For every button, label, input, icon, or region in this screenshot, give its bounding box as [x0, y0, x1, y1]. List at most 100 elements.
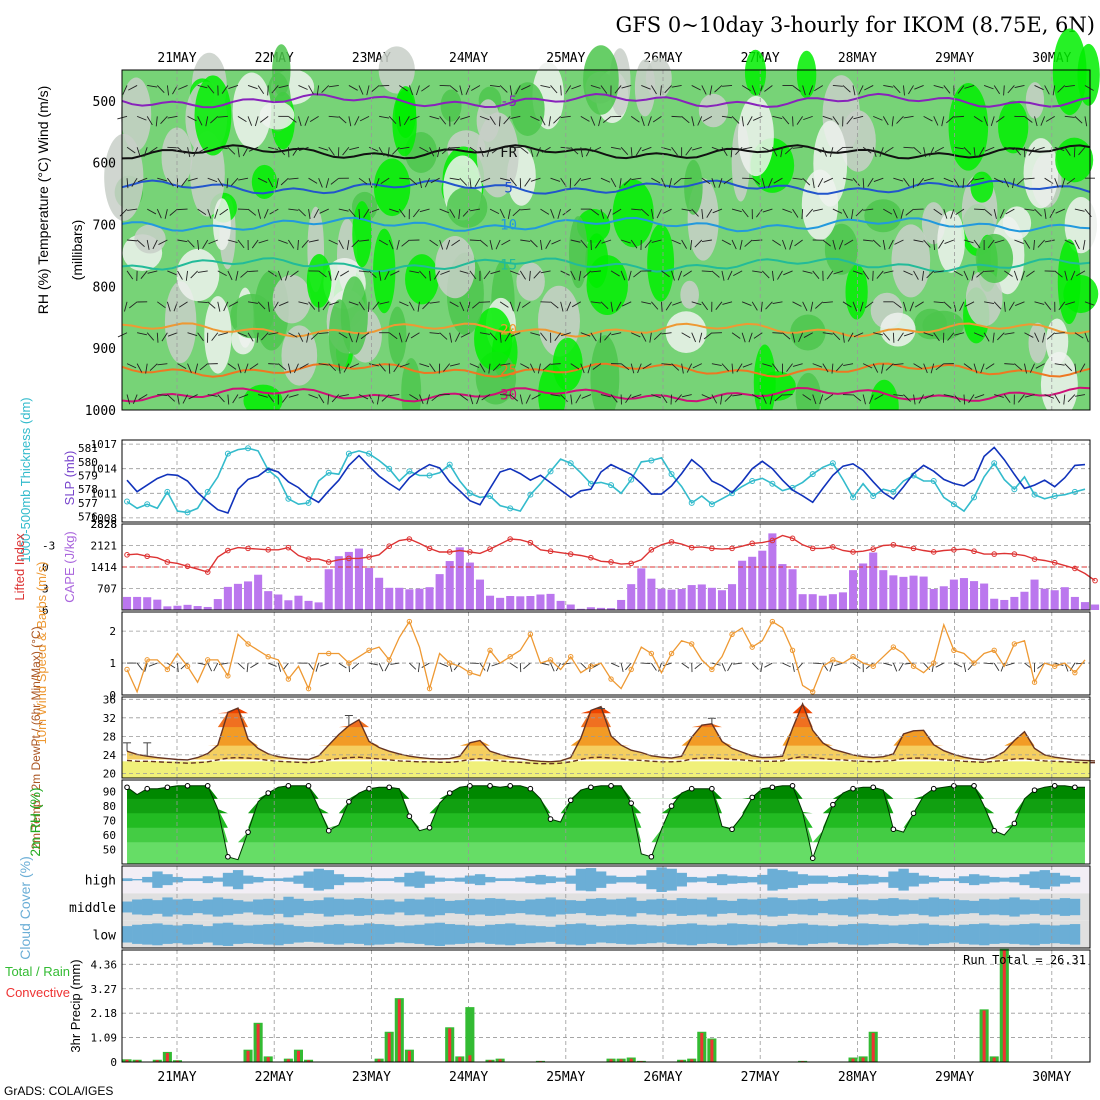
cloud-bar	[122, 878, 133, 882]
rh-patch	[306, 253, 332, 308]
pressure-tick-label: 600	[93, 157, 116, 172]
wind-barb	[489, 239, 493, 250]
wind-barb	[138, 394, 148, 401]
wind-barb	[164, 208, 168, 219]
wind-barb	[1084, 116, 1088, 127]
wind-barb	[132, 394, 138, 404]
rh2m-marker	[446, 790, 453, 796]
wind-barb	[913, 363, 923, 370]
wind-barb	[1012, 178, 1015, 189]
wind-barb	[363, 208, 370, 218]
wind-barb	[762, 363, 773, 367]
cloud-bar	[232, 900, 244, 914]
cloud-bar	[394, 926, 405, 943]
wind-barb	[503, 116, 511, 125]
chart-title: GFS 0~10day 3-hourly for IKOM (8.75E, 6N…	[615, 13, 1095, 37]
wind-barb	[217, 301, 221, 312]
wind-barb	[358, 209, 361, 220]
cape-bar	[213, 599, 222, 610]
wind-barb	[600, 208, 605, 219]
cloud-bar	[182, 878, 193, 882]
wind10m-marker	[507, 653, 513, 660]
thickness-marker	[144, 501, 151, 508]
wind-barb	[924, 394, 934, 400]
wind10m-marker	[386, 657, 392, 663]
wind10m-marker	[1052, 663, 1058, 669]
wind-barb	[405, 332, 410, 343]
wind-barb	[782, 116, 790, 125]
cloud-bar	[253, 876, 264, 883]
wind-barb	[1016, 177, 1025, 186]
temperature-contour	[121, 216, 1091, 233]
rh-patch	[176, 248, 220, 302]
wind-barb	[794, 239, 803, 247]
cape-bar	[566, 604, 575, 610]
pressure-tick-label: 1000	[85, 404, 116, 419]
wind-barb	[872, 270, 874, 281]
wind10m-marker	[608, 676, 614, 682]
cloud-bar	[595, 926, 607, 943]
cape-bar	[365, 568, 374, 610]
wind-barb	[355, 332, 360, 343]
rh-patch	[634, 59, 656, 117]
wind-barb	[529, 147, 534, 158]
wind-barb	[623, 177, 632, 186]
wind-barb	[519, 270, 526, 280]
rh2m-marker	[406, 813, 413, 820]
wind-barb	[715, 301, 723, 310]
cloud-bar	[827, 876, 839, 883]
wind-barb	[553, 116, 561, 124]
wind-barb	[917, 177, 924, 187]
cape-bar	[153, 599, 162, 610]
cloud-bar	[827, 899, 839, 915]
slp-tick-label: 1014	[91, 463, 118, 476]
cloud-bar	[303, 926, 314, 942]
wind-barb	[943, 177, 954, 183]
lifted-index-marker	[124, 552, 130, 558]
cloud-bar	[636, 924, 647, 944]
rh2m-frame	[121, 779, 1091, 865]
lifted-index-marker	[809, 545, 816, 552]
wind10m-marker	[971, 660, 977, 666]
wind-barb	[439, 332, 448, 340]
temperature-contour	[121, 179, 1091, 195]
wind-barb	[852, 301, 858, 312]
cloud-bar	[858, 923, 869, 946]
wind-barb	[501, 239, 511, 246]
wind-barb	[328, 85, 339, 88]
rh-patch	[340, 276, 368, 355]
wind-barb	[509, 394, 519, 402]
wind-barb	[792, 301, 802, 307]
wind-barb	[946, 116, 955, 124]
rh2m-marker	[809, 855, 816, 862]
wind-barb	[1003, 394, 1011, 403]
wind-barb	[772, 115, 783, 120]
wind-barb	[560, 394, 568, 403]
wind-barb	[536, 147, 541, 157]
wind-barb	[769, 394, 773, 405]
wind-barb	[424, 177, 430, 188]
wind10m-marker	[144, 657, 150, 663]
cloud-bar	[646, 870, 657, 890]
wind-barb	[340, 270, 350, 277]
wind-barb	[1074, 332, 1084, 339]
cloud-bar	[464, 925, 476, 944]
wind-barb	[242, 147, 249, 157]
wind-barb	[211, 332, 219, 341]
wind-barb	[852, 85, 856, 96]
cape-bar	[264, 591, 273, 610]
thickness-marker	[668, 471, 675, 478]
precip-tick-label: 2.18	[91, 1007, 118, 1020]
wind-barb	[894, 239, 904, 245]
wind-barb	[287, 147, 290, 158]
wind-barb	[429, 270, 431, 281]
rh2m-marker	[951, 782, 957, 789]
slp-tick-label: 1011	[91, 487, 118, 500]
cloud-bar	[293, 875, 304, 884]
surface-wind-barb	[904, 662, 914, 665]
rh-patch	[446, 186, 488, 228]
rh2m-marker	[144, 785, 151, 792]
wind-barb	[587, 363, 592, 374]
wind-barb	[166, 301, 171, 312]
wind-barb	[408, 85, 414, 96]
